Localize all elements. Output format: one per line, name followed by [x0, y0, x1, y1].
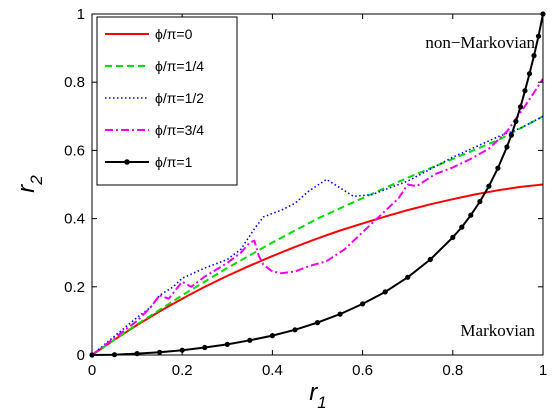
series-marker-4 — [522, 88, 528, 94]
series-marker-4 — [517, 104, 524, 110]
series-marker-4 — [360, 301, 366, 307]
legend-box — [96, 16, 238, 186]
y-tick-label: 0 — [77, 347, 85, 364]
series-marker-4 — [157, 349, 163, 355]
y-tick-label: 1 — [77, 6, 85, 23]
series-layer — [89, 11, 546, 358]
series-marker-4 — [269, 333, 275, 339]
series-marker-4 — [202, 344, 208, 351]
series-line-1 — [91, 115, 544, 356]
x-tick-label: 0.6 — [352, 362, 373, 379]
series-marker-4 — [504, 144, 510, 150]
series-marker-4 — [513, 118, 519, 124]
series-marker-4 — [337, 311, 343, 317]
x-tick-label: 1 — [539, 362, 547, 379]
legend-label-2: ϕ/π=1/2 — [155, 90, 204, 106]
y-tick-label: 0.8 — [64, 74, 85, 91]
series-marker-4 — [531, 53, 537, 59]
series-marker-4 — [247, 337, 253, 343]
legend-marker-4 — [124, 159, 130, 165]
series-marker-4 — [224, 341, 230, 347]
series-marker-4 — [477, 198, 483, 205]
legend-label-0: ϕ/π=0 — [155, 26, 193, 42]
legend-label-1: ϕ/π=1/4 — [155, 58, 204, 74]
series-marker-4 — [382, 289, 388, 295]
series-marker-4 — [427, 256, 433, 263]
legend: ϕ/π=0 ϕ/π=1/4 ϕ/π=1/2 ϕ/π=3/4 ϕ/π=1 — [96, 16, 238, 186]
series-marker-4 — [495, 165, 501, 171]
series-marker-4 — [459, 224, 465, 230]
annotation-markovian: Markovian — [460, 321, 535, 340]
y-tick-label: 0.2 — [64, 279, 85, 296]
series-marker-4 — [292, 327, 298, 333]
x-tick-label: 0 — [88, 362, 96, 379]
annotation-non-markovian: non−Markovian — [425, 33, 535, 52]
legend-label-3: ϕ/π=3/4 — [155, 122, 204, 138]
x-tick-label: 0.2 — [172, 362, 193, 379]
ticks-layer: 0 0.2 0.4 0.6 0.8 1 0 0.2 0.4 0.6 0.8 1 — [64, 6, 547, 379]
series-marker-4 — [526, 71, 533, 77]
series-marker-4 — [405, 274, 411, 280]
x-axis-label: r1 — [309, 379, 326, 412]
legend-label-4: ϕ/π=1 — [155, 154, 193, 170]
series-marker-4 — [508, 132, 514, 138]
series-marker-4 — [450, 234, 456, 240]
series-marker-4 — [535, 33, 542, 39]
series-line-3 — [91, 78, 544, 356]
plot-frame — [91, 13, 544, 356]
y-axis-label: r2 — [13, 175, 46, 193]
series-marker-4 — [468, 212, 474, 218]
series-line-0 — [91, 183, 544, 356]
y-tick-label: 0.4 — [64, 211, 85, 228]
series-marker-4 — [314, 320, 321, 326]
x-tick-label: 0.8 — [442, 362, 463, 379]
x-tick-label: 0.4 — [262, 362, 283, 379]
series-marker-4 — [486, 183, 492, 189]
y-tick-label: 0.6 — [64, 142, 85, 159]
